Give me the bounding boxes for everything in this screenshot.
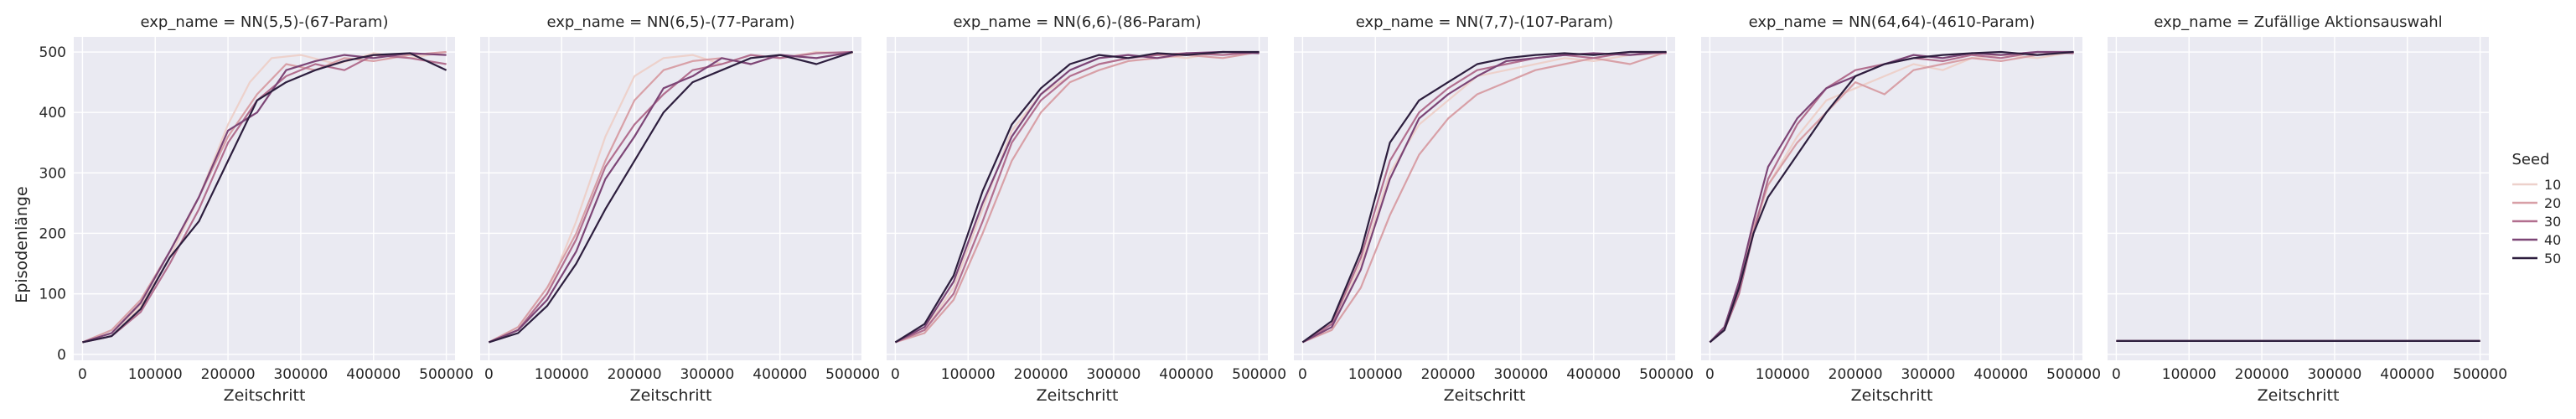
series-line-40 (1301, 50, 1667, 344)
x-tick-label: 300000 (1901, 366, 1955, 383)
chart-panels: exp_name = NN(5,5)-(67-Param)0 100000 2000… (39, 13, 2507, 405)
legend-item-50: 50 (2512, 251, 2561, 266)
series-line-30 (1709, 50, 2074, 344)
legend-item-30: 30 (2512, 214, 2561, 230)
x-tick-label: 100000 (941, 366, 996, 383)
legend-label: 10 (2544, 177, 2561, 193)
panel-title: exp_name = NN(5,5)-(67-Param) (141, 13, 389, 31)
x-tick-label: 200000 (1421, 366, 1476, 383)
x-tick-label: 200000 (1014, 366, 1068, 383)
x-tick-label: 200000 (1829, 366, 1883, 383)
x-tick-label: 400000 (1159, 366, 1213, 383)
x-tick-label: 400000 (2380, 366, 2434, 383)
x-tick-label: 0 (1705, 366, 1715, 383)
x-tick-label: 300000 (2307, 366, 2361, 383)
x-axis-label: Zeitschritt (1444, 386, 1526, 405)
y-tick-label: 100 (39, 287, 66, 303)
panel-2: exp_name = NN(6,5)-(77-Param) 0 100000 2000… (480, 13, 880, 405)
panel-title: exp_name = NN(7,7)-(107-Param) (1356, 13, 1613, 31)
x-tick-label: 200000 (608, 366, 662, 383)
x-tick-label: 100000 (535, 366, 589, 383)
series-line-10 (82, 50, 447, 344)
legend-label: 40 (2544, 232, 2561, 248)
panel-title: exp_name = NN(6,6)-(86-Param) (954, 13, 1202, 31)
x-axis-label: Zeitschritt (1851, 386, 1933, 405)
y-axis-label: Episodenlänge (13, 186, 31, 303)
series-line-50 (1709, 50, 2074, 344)
panel-6: exp_name = Zufällige Aktionsauswahl 0 1000… (2108, 13, 2507, 405)
panel-title: exp_name = Zufällige Aktionsauswahl (2154, 13, 2442, 31)
x-tick-label: 300000 (273, 366, 328, 383)
x-tick-label: 500000 (1232, 366, 1286, 383)
x-tick-label: 300000 (1493, 366, 1548, 383)
panel-3: exp_name = NN(6,6)-(86-Param) 0 100000 2000… (887, 13, 1286, 405)
x-tick-label: 0 (78, 366, 87, 383)
plot-area (2108, 37, 2489, 360)
panel-title: exp_name = NN(6,5)-(77-Param) (547, 13, 795, 31)
x-tick-label: 100000 (1348, 366, 1403, 383)
y-tick-label: 500 (39, 44, 66, 61)
x-tick-label: 200000 (2235, 366, 2289, 383)
x-tick-label: 400000 (1566, 366, 1621, 383)
legend-item-20: 20 (2512, 195, 2561, 211)
x-axis-label: Zeitschritt (2258, 386, 2340, 405)
series-line-20 (81, 50, 447, 344)
plot-area (1294, 37, 1675, 360)
series-line-40 (894, 50, 1260, 344)
x-tick-label: 400000 (346, 366, 401, 383)
legend-label: 50 (2544, 251, 2561, 266)
x-axis-label: Zeitschritt (630, 386, 712, 405)
x-tick-label: 500000 (2046, 366, 2101, 383)
series-line-30 (1301, 50, 1667, 344)
x-tick-label: 0 (484, 366, 494, 383)
panel-1: exp_name = NN(5,5)-(67-Param)0 100000 2000… (39, 13, 473, 405)
x-tick-label: 500000 (1639, 366, 1694, 383)
x-tick-label: 100000 (2162, 366, 2216, 383)
y-tick-label: 0 (57, 347, 66, 364)
x-tick-label: 200000 (201, 366, 256, 383)
panel-title: exp_name = NN(64,64)-(4610-Param) (1749, 13, 2035, 31)
x-tick-label: 400000 (1973, 366, 2028, 383)
series-line-40 (82, 52, 447, 344)
series-line-30 (488, 50, 853, 344)
x-tick-label: 300000 (1086, 366, 1141, 383)
x-axis-label: Zeitschritt (1037, 386, 1119, 405)
x-tick-label: 0 (1298, 366, 1307, 383)
plot-area (1701, 37, 2082, 360)
x-tick-label: 0 (2112, 366, 2121, 383)
x-tick-label: 300000 (680, 366, 734, 383)
y-tick-label: 300 (39, 165, 66, 182)
panel-4: exp_name = NN(7,7)-(107-Param) 0 100000 200… (1294, 13, 1694, 405)
legend-label: 30 (2544, 214, 2561, 230)
legend-item-40: 40 (2512, 232, 2561, 248)
series-line-50 (894, 50, 1260, 344)
x-tick-label: 500000 (825, 366, 880, 383)
legend-item-10: 10 (2512, 177, 2561, 193)
series-line-50 (82, 52, 447, 344)
legend-label: 20 (2544, 195, 2561, 211)
plot-area (480, 37, 861, 360)
series-line-50 (489, 50, 853, 344)
legend-title: Seed (2512, 151, 2550, 168)
x-axis-label: Zeitschritt (224, 386, 306, 405)
x-tick-label: 500000 (419, 366, 473, 383)
x-tick-label: 100000 (1756, 366, 1810, 383)
plot-area (887, 37, 1268, 360)
x-tick-label: 500000 (2453, 366, 2507, 383)
legend: Seed 10 20 30 40 50 (2512, 151, 2562, 266)
series-line-50 (1301, 50, 1667, 344)
x-tick-label: 400000 (753, 366, 807, 383)
x-tick-label: 0 (891, 366, 900, 383)
x-tick-label: 100000 (128, 366, 183, 383)
y-tick-label: 200 (39, 225, 66, 242)
y-tick-label: 400 (39, 105, 66, 122)
panel-5: exp_name = NN(64,64)-(4610-Param) 0 100000… (1701, 13, 2101, 405)
